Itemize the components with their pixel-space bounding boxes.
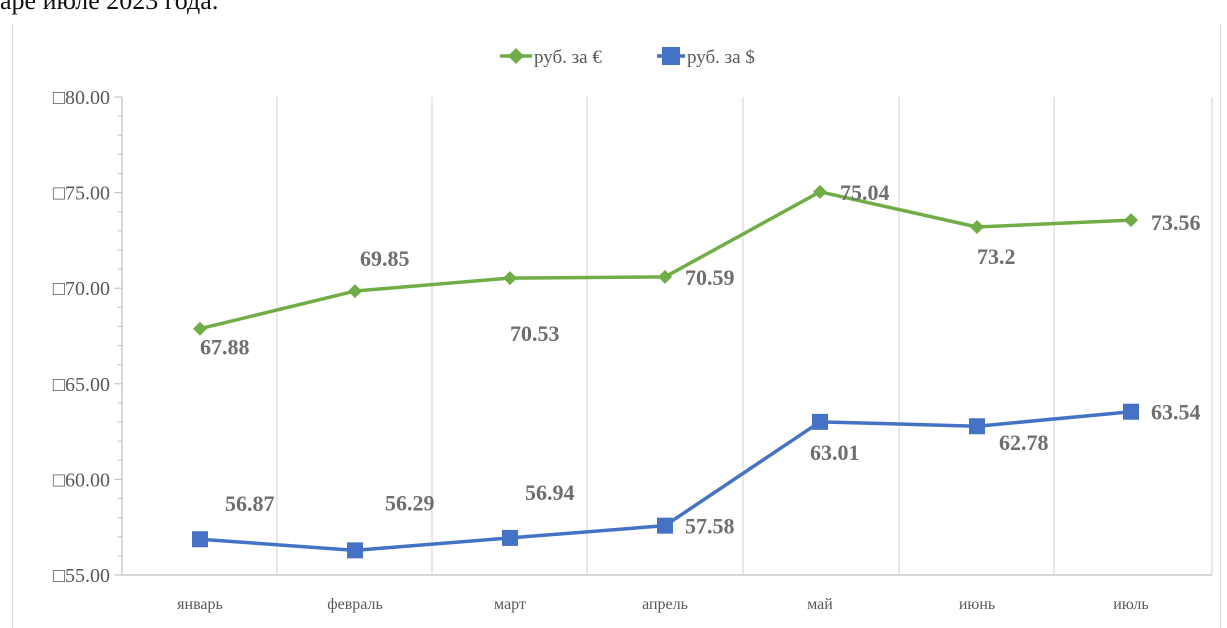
legend: руб. за € руб. за $ [500,47,755,68]
data-label: 75.04 [840,180,890,205]
series-1-point [658,269,672,284]
data-labels: 67.88 69.85 70.53 70.59 75.04 73.2 73.56 56.87 5… [200,180,1201,539]
series-2-point [192,531,208,548]
series-2-point [1123,403,1139,420]
x-tick-label: май [807,596,833,613]
y-axis: □55.00 □60.00 □65.00 □70.00 □75.00 □80.00 [53,87,1212,587]
y-tick-label: □75.00 [53,183,110,205]
data-label: 56.94 [525,480,575,505]
series-group [192,184,1139,559]
x-axis-labels: январь февраль март апрель май июнь июль [177,596,1149,613]
legend-label-1: руб. за € [534,47,602,68]
series-1-point [1124,213,1138,228]
x-tick-label: июль [1113,596,1148,613]
series-1-point [813,184,827,199]
series-2-point [657,517,673,534]
data-label: 73.56 [1151,210,1201,235]
data-label: 73.2 [977,244,1016,269]
legend-label-2: руб. за $ [687,47,755,68]
series-2-point [812,413,828,430]
series-1-point [348,284,362,299]
data-label: 63.01 [810,440,860,465]
data-label: 62.78 [999,430,1049,455]
data-label: 70.59 [685,265,735,290]
data-label: 63.54 [1151,400,1201,425]
x-tick-label: июнь [959,596,995,613]
y-tick-label: □65.00 [53,374,110,396]
data-label: 70.53 [510,321,560,346]
data-label: 57.58 [685,514,735,539]
frame-left-border [12,24,13,628]
data-label: 69.85 [360,246,410,271]
y-tick-label: □55.00 [53,565,110,587]
series-2-point [347,542,363,559]
x-tick-label: апрель [642,596,688,613]
series-2-point [502,529,518,546]
vertical-grid [276,97,1213,575]
y-tick-label: □60.00 [53,469,110,491]
x-tick-label: январь [177,596,223,613]
data-label: 56.87 [225,491,275,516]
x-tick-label: февраль [327,596,383,613]
series-1-point [503,271,517,286]
y-tick-label: □70.00 [53,278,110,300]
legend-square-marker [662,47,680,65]
series-1-point [193,321,207,336]
legend-diamond-marker [508,48,524,64]
frame-right-border [1220,24,1221,628]
data-label: 67.88 [200,335,250,360]
data-label: 56.29 [385,490,435,515]
cropped-heading-text: аре июле 2023 года. [0,0,219,15]
y-tick-label: □80.00 [53,87,110,109]
series-1-point [970,220,984,235]
x-tick-label: март [494,596,526,613]
series-2-point [969,418,985,435]
